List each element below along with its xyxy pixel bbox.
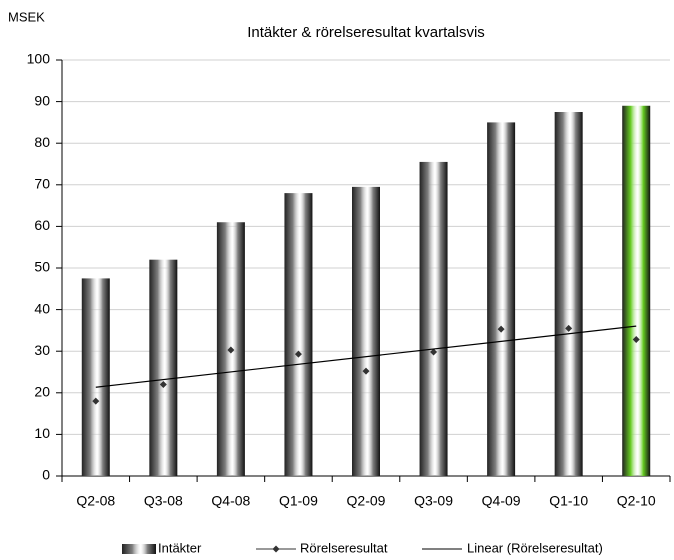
point	[565, 324, 573, 332]
y-tick-label: 0	[42, 467, 50, 483]
y-tick-label: 80	[34, 134, 50, 150]
y-tick-label: 90	[34, 92, 50, 108]
x-tick-label: Q2-10	[617, 493, 656, 509]
bar	[419, 161, 448, 477]
chart-title: Intäkter & rörelseresultat kvartalsvis	[247, 24, 485, 41]
bar	[284, 193, 313, 476]
y-axis-label: MSEK	[8, 9, 45, 24]
bar	[149, 259, 178, 476]
bar	[554, 112, 583, 476]
x-tick-label: Q2-08	[76, 493, 115, 509]
y-tick-label: 10	[34, 425, 50, 441]
bar	[487, 122, 516, 477]
legend-label: Intäkter	[158, 540, 202, 555]
y-tick-label: 60	[34, 217, 50, 233]
trendline	[95, 325, 637, 388]
x-tick-label: Q4-09	[482, 493, 521, 509]
point	[497, 325, 505, 333]
y-tick-label: 20	[34, 384, 50, 400]
legend-swatch	[272, 545, 280, 553]
y-tick-label: 50	[34, 259, 50, 275]
legend-label: Rörelseresultat	[300, 540, 388, 555]
bar	[622, 105, 651, 476]
legend-label: Linear (Rörelseresultat)	[467, 540, 603, 555]
x-tick-label: Q3-09	[414, 493, 453, 509]
x-tick-label: Q4-08	[211, 493, 250, 509]
y-tick-label: 70	[34, 176, 50, 192]
y-tick-label: 30	[34, 342, 50, 358]
point	[92, 397, 100, 405]
point	[159, 380, 167, 388]
point	[294, 350, 302, 358]
x-tick-label: Q1-10	[549, 493, 588, 509]
y-tick-label: 40	[34, 300, 50, 316]
point	[362, 367, 370, 375]
point	[227, 346, 235, 354]
x-tick-label: Q3-08	[144, 493, 183, 509]
x-tick-label: Q1-09	[279, 493, 318, 509]
point	[632, 336, 640, 344]
legend-swatch	[122, 544, 156, 554]
point	[430, 348, 438, 356]
y-tick-label: 100	[27, 51, 51, 67]
x-tick-label: Q2-09	[347, 493, 386, 509]
bar	[81, 278, 110, 476]
bar	[352, 186, 380, 476]
